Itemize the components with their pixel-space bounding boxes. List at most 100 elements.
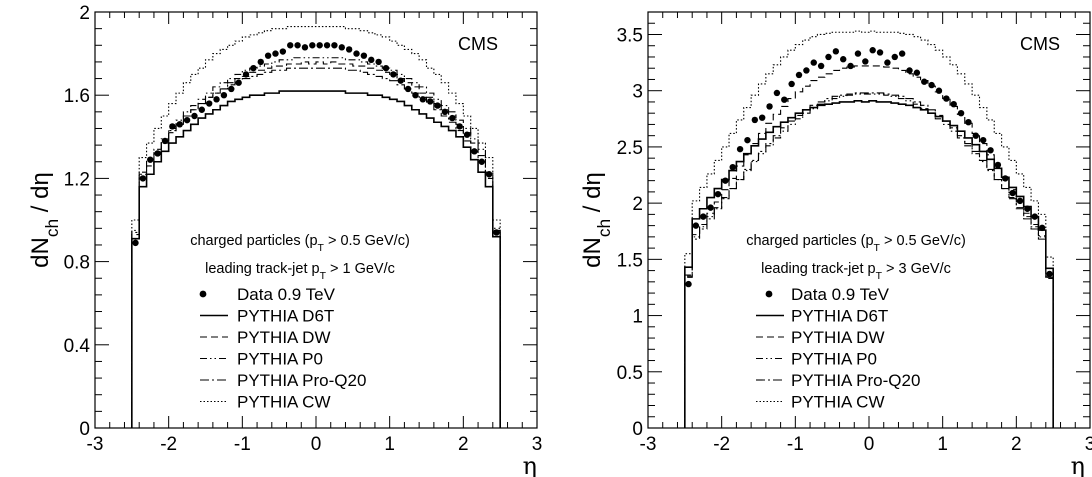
data-point: [441, 108, 449, 116]
data-point: [898, 50, 906, 57]
annotation-line-text: charged particles (p: [746, 233, 873, 249]
data-point: [913, 69, 921, 76]
y-tick-label: 1: [632, 307, 643, 328]
series-line-pythia-cw: [131, 26, 501, 428]
y-tick-label: 0: [632, 419, 643, 440]
data-point: [139, 175, 147, 182]
data-point: [471, 148, 478, 155]
data-point: [869, 47, 876, 54]
y-tick-label: 0.5: [617, 363, 643, 384]
series-line-pythia-dw: [131, 61, 501, 428]
data-point: [707, 204, 714, 211]
data-point: [1038, 224, 1046, 232]
annotation-line-sub: T: [874, 243, 881, 254]
data-point: [161, 137, 169, 145]
y-axis-title-sub: ch: [42, 219, 62, 237]
annotation-line-text: > 1 GeV/c: [326, 261, 395, 277]
data-point: [463, 131, 471, 138]
legend-entry: PYTHIA CW: [237, 393, 331, 412]
data-point: [884, 59, 891, 66]
annotation-line-text: > 0.5 GeV/c): [880, 233, 966, 249]
data-point: [685, 280, 692, 288]
data-point: [478, 158, 485, 165]
x-tick-label: 3: [532, 434, 543, 455]
data-point: [714, 190, 722, 198]
annotation-line-text: > 3 GeV/c: [882, 261, 951, 277]
data-point: [323, 42, 331, 49]
x-tick-label: -2: [713, 434, 730, 455]
data-point: [176, 121, 183, 128]
x-tick-label: -3: [640, 434, 657, 455]
series-line-pythia-cw: [684, 30, 1054, 428]
data-point: [744, 136, 751, 144]
data-point: [390, 71, 397, 78]
x-tick-label: -2: [160, 434, 177, 455]
annotation-line-text: leading track-jet p: [761, 261, 875, 277]
y-tick-label: 2: [632, 194, 643, 215]
data-point: [301, 44, 309, 51]
data-point: [935, 87, 943, 94]
data-point: [257, 58, 264, 66]
data-point: [404, 85, 412, 93]
data-point: [1002, 175, 1009, 182]
annotation-line-sub: T: [320, 271, 327, 282]
data-point: [264, 52, 272, 59]
data-point: [485, 171, 493, 178]
data-point: [758, 114, 766, 121]
annotation-line: charged particles (pT > 0.5 GeV/c): [746, 233, 966, 254]
annotation-line: leading track-jet pT > 3 GeV/c: [761, 261, 951, 282]
data-point: [198, 106, 206, 113]
data-point: [928, 81, 935, 89]
data-point: [795, 71, 803, 79]
data-point: [979, 136, 987, 144]
data-point: [250, 64, 257, 72]
data-point: [840, 56, 847, 63]
x-tick-label: 2: [1011, 434, 1022, 455]
data-point: [220, 92, 228, 99]
data-point: [493, 229, 500, 236]
data-point: [235, 79, 242, 86]
data-point: [368, 56, 375, 64]
legend-entry: PYTHIA DW: [791, 328, 885, 347]
y-axis-title-text: dN: [579, 237, 606, 268]
data-point: [972, 132, 980, 139]
data-point: [294, 42, 301, 49]
legend-entry: PYTHIA P0: [791, 350, 877, 369]
data-point: [419, 96, 427, 103]
y-tick-label: 2: [79, 3, 90, 24]
series-line-pythia-pro-q20: [684, 92, 1054, 428]
y-tick-label: 0.4: [64, 336, 91, 357]
data-point: [360, 52, 368, 59]
data-point: [132, 239, 139, 247]
left-panel: -3 -2 -1 0 1 2 3 0 0.4 0.8 1.2 1.6 2 η dNch / dη CMS cha…: [27, 3, 542, 477]
data-point: [331, 42, 338, 49]
x-tick-label: 2: [458, 434, 469, 455]
data-point: [309, 42, 316, 49]
data-point: [803, 67, 810, 74]
y-axis-title-text: / dη: [27, 172, 54, 219]
series-line-pythia-p0: [131, 57, 501, 428]
x-axis-title: η: [523, 452, 537, 477]
series-line-pythia-pro-q20: [131, 67, 501, 428]
y-tick-label: 2.5: [617, 138, 643, 159]
data-point: [943, 95, 950, 102]
y-tick-label: 1.2: [64, 169, 90, 190]
legend-entry: Data 0.9 TeV: [237, 285, 336, 304]
data-point: [169, 123, 176, 130]
data-point: [316, 42, 323, 49]
legend-entry: PYTHIA D6T: [237, 307, 334, 326]
data-point: [434, 102, 441, 109]
data-point: [1046, 270, 1053, 278]
data-point: [817, 62, 825, 70]
annotation-line-text: > 0.5 GeV/c): [324, 233, 410, 249]
data-point: [1016, 197, 1024, 205]
x-tick-label: -1: [234, 434, 251, 455]
data-point: [154, 150, 161, 157]
data-point: [957, 109, 965, 117]
y-tick-label: 1.5: [617, 250, 643, 271]
y-axis-title-sub: ch: [594, 219, 614, 237]
data-point: [825, 53, 832, 61]
data-point: [847, 62, 854, 70]
data-point: [353, 50, 360, 57]
